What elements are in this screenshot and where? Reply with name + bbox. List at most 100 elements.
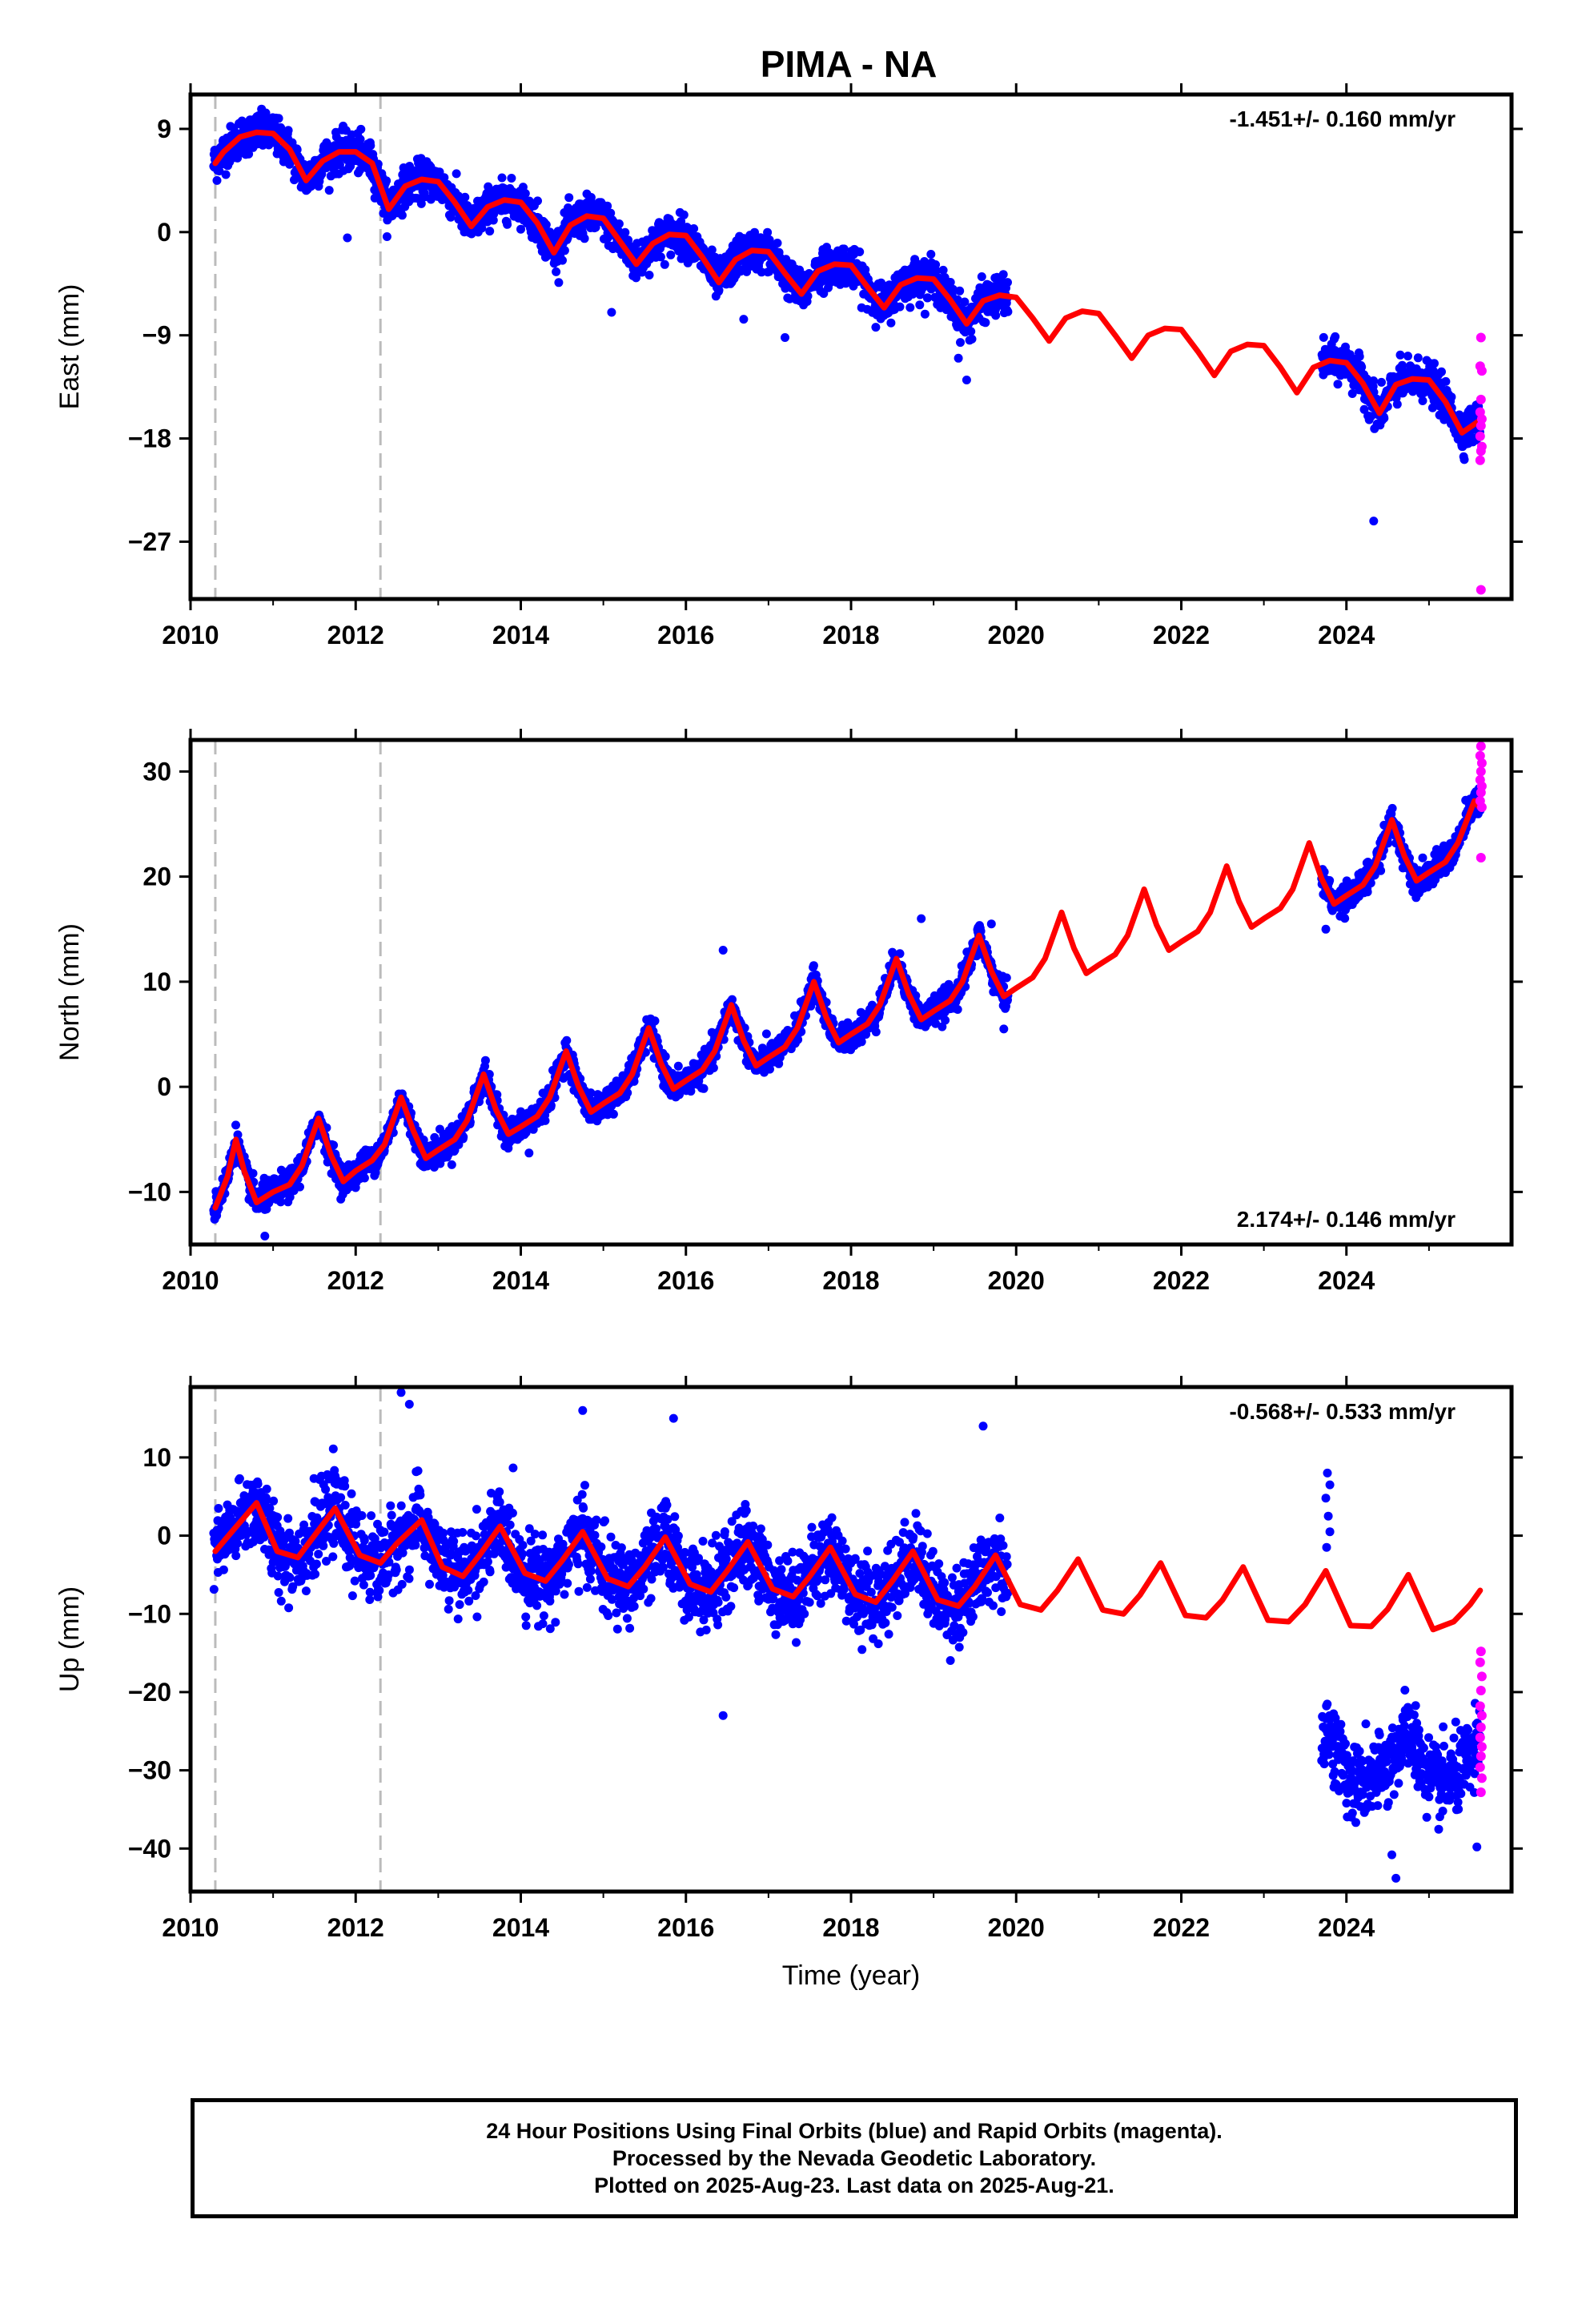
final-orbit-point: [1427, 403, 1437, 412]
final-orbit-point: [285, 1192, 295, 1202]
final-orbit-point: [1003, 307, 1013, 316]
final-orbit-point: [1333, 380, 1343, 389]
final-orbit-point: [1395, 350, 1405, 360]
final-orbit-point: [954, 353, 963, 363]
rapid-orbit-point: [1476, 446, 1486, 456]
x-tick-label: 2024: [1318, 621, 1375, 649]
x-tick-label: 2010: [162, 621, 219, 649]
final-orbit-point: [454, 191, 463, 201]
final-orbit-point: [212, 175, 222, 185]
final-orbit-point: [1347, 389, 1357, 398]
final-orbit-point: [215, 167, 224, 175]
rate-label: -1.451+/- 0.160 mm/yr: [1229, 107, 1456, 131]
final-orbit-point: [1403, 352, 1412, 361]
final-orbit-point: [895, 302, 905, 312]
final-orbit-point: [1003, 278, 1012, 287]
final-orbit-point: [632, 273, 640, 283]
final-orbit-point: [761, 1029, 771, 1039]
final-orbit-point: [1447, 392, 1456, 402]
final-orbit-point: [656, 252, 665, 262]
final-orbit-point: [503, 219, 512, 229]
final-orbit-point: [586, 1088, 596, 1098]
final-orbit-point: [781, 333, 789, 342]
final-orbit-point: [355, 135, 365, 144]
final-orbit-point: [739, 315, 749, 324]
final-orbit-point: [564, 193, 574, 203]
final-orbit-point: [541, 220, 551, 230]
final-orbit-point: [1367, 412, 1376, 421]
final-orbit-point: [329, 1140, 339, 1150]
final-orbit-point: [343, 233, 352, 243]
final-orbit-point: [809, 961, 818, 971]
final-orbit-point: [608, 1109, 618, 1119]
final-orbit-point: [497, 173, 507, 183]
model-fit-line: [212, 129, 1482, 436]
final-orbit-point: [785, 294, 794, 304]
final-orbit-point: [905, 303, 915, 312]
final-orbit-point: [356, 124, 366, 134]
rapid-orbit-point: [1476, 366, 1487, 376]
x-tick-label: 2022: [1153, 621, 1210, 649]
final-orbit-point: [606, 208, 616, 218]
final-orbit-point: [623, 1088, 632, 1098]
final-orbit-point: [689, 224, 699, 233]
final-orbit-point: [488, 215, 498, 225]
y-tick-label: 0: [157, 218, 171, 247]
final-orbit-point: [1460, 455, 1469, 464]
final-orbit-point: [1369, 376, 1379, 385]
final-orbit-point: [666, 250, 676, 259]
final-orbit-point: [382, 232, 391, 241]
final-orbit-point: [540, 1116, 550, 1125]
panel-frame: [188, 92, 1514, 601]
final-orbit-point: [955, 286, 965, 296]
final-orbit-point: [397, 211, 407, 220]
final-orbit-point: [920, 309, 930, 319]
final-orbit-point: [477, 223, 487, 233]
final-orbit-point: [1355, 352, 1364, 361]
final-orbit-point: [1418, 396, 1427, 405]
final-orbit-point: [981, 318, 990, 328]
final-orbit-point: [382, 176, 391, 186]
final-orbit-point: [949, 284, 958, 294]
final-orbit-point: [558, 255, 567, 265]
final-orbit-point: [554, 278, 564, 287]
final-orbit-point: [763, 227, 773, 237]
final-orbit-point: [1392, 400, 1402, 409]
final-orbit-point: [673, 1061, 683, 1071]
final-orbit-point: [1430, 359, 1439, 368]
final-orbit-point: [991, 311, 1001, 320]
final-orbit-point: [956, 338, 965, 348]
rapid-orbit-point: [1475, 455, 1485, 465]
final-orbit-point: [221, 170, 231, 179]
final-orbit-point: [709, 1063, 718, 1072]
final-orbit-point: [650, 1016, 660, 1026]
final-orbit-point: [923, 293, 933, 303]
final-orbit-point: [757, 267, 766, 277]
final-orbit-point: [677, 217, 686, 226]
final-orbit-point: [552, 267, 561, 276]
final-orbit-point: [607, 308, 616, 317]
x-tick-label: 2012: [327, 621, 384, 649]
final-orbit-point: [1441, 376, 1451, 386]
rapid-orbit-point: [1476, 332, 1486, 343]
final-orbit-point: [714, 285, 724, 295]
final-orbit-point: [480, 1055, 490, 1065]
final-orbit-point: [580, 234, 589, 243]
final-orbit-point: [460, 192, 470, 202]
final-orbit-point: [793, 1035, 803, 1044]
north-panel: 2010 2012 2014 2016 2018 2020 2022 20243020100−…: [54, 729, 1523, 1295]
final-orbit-point: [660, 259, 669, 269]
final-orbit-point: [773, 239, 782, 247]
chart-title: PIMA - NA: [761, 43, 938, 85]
x-tick-label: 2020: [988, 621, 1045, 649]
plot-area: [209, 94, 1487, 599]
final-orbit-point: [533, 196, 542, 206]
final-orbit-point: [440, 173, 449, 183]
final-orbit-point: [1369, 517, 1379, 526]
final-orbit-point: [591, 223, 600, 232]
final-orbit-point: [1319, 332, 1328, 342]
final-orbit-point: [603, 201, 612, 211]
final-orbit-point: [871, 323, 881, 332]
final-orbit-point: [276, 1197, 286, 1207]
